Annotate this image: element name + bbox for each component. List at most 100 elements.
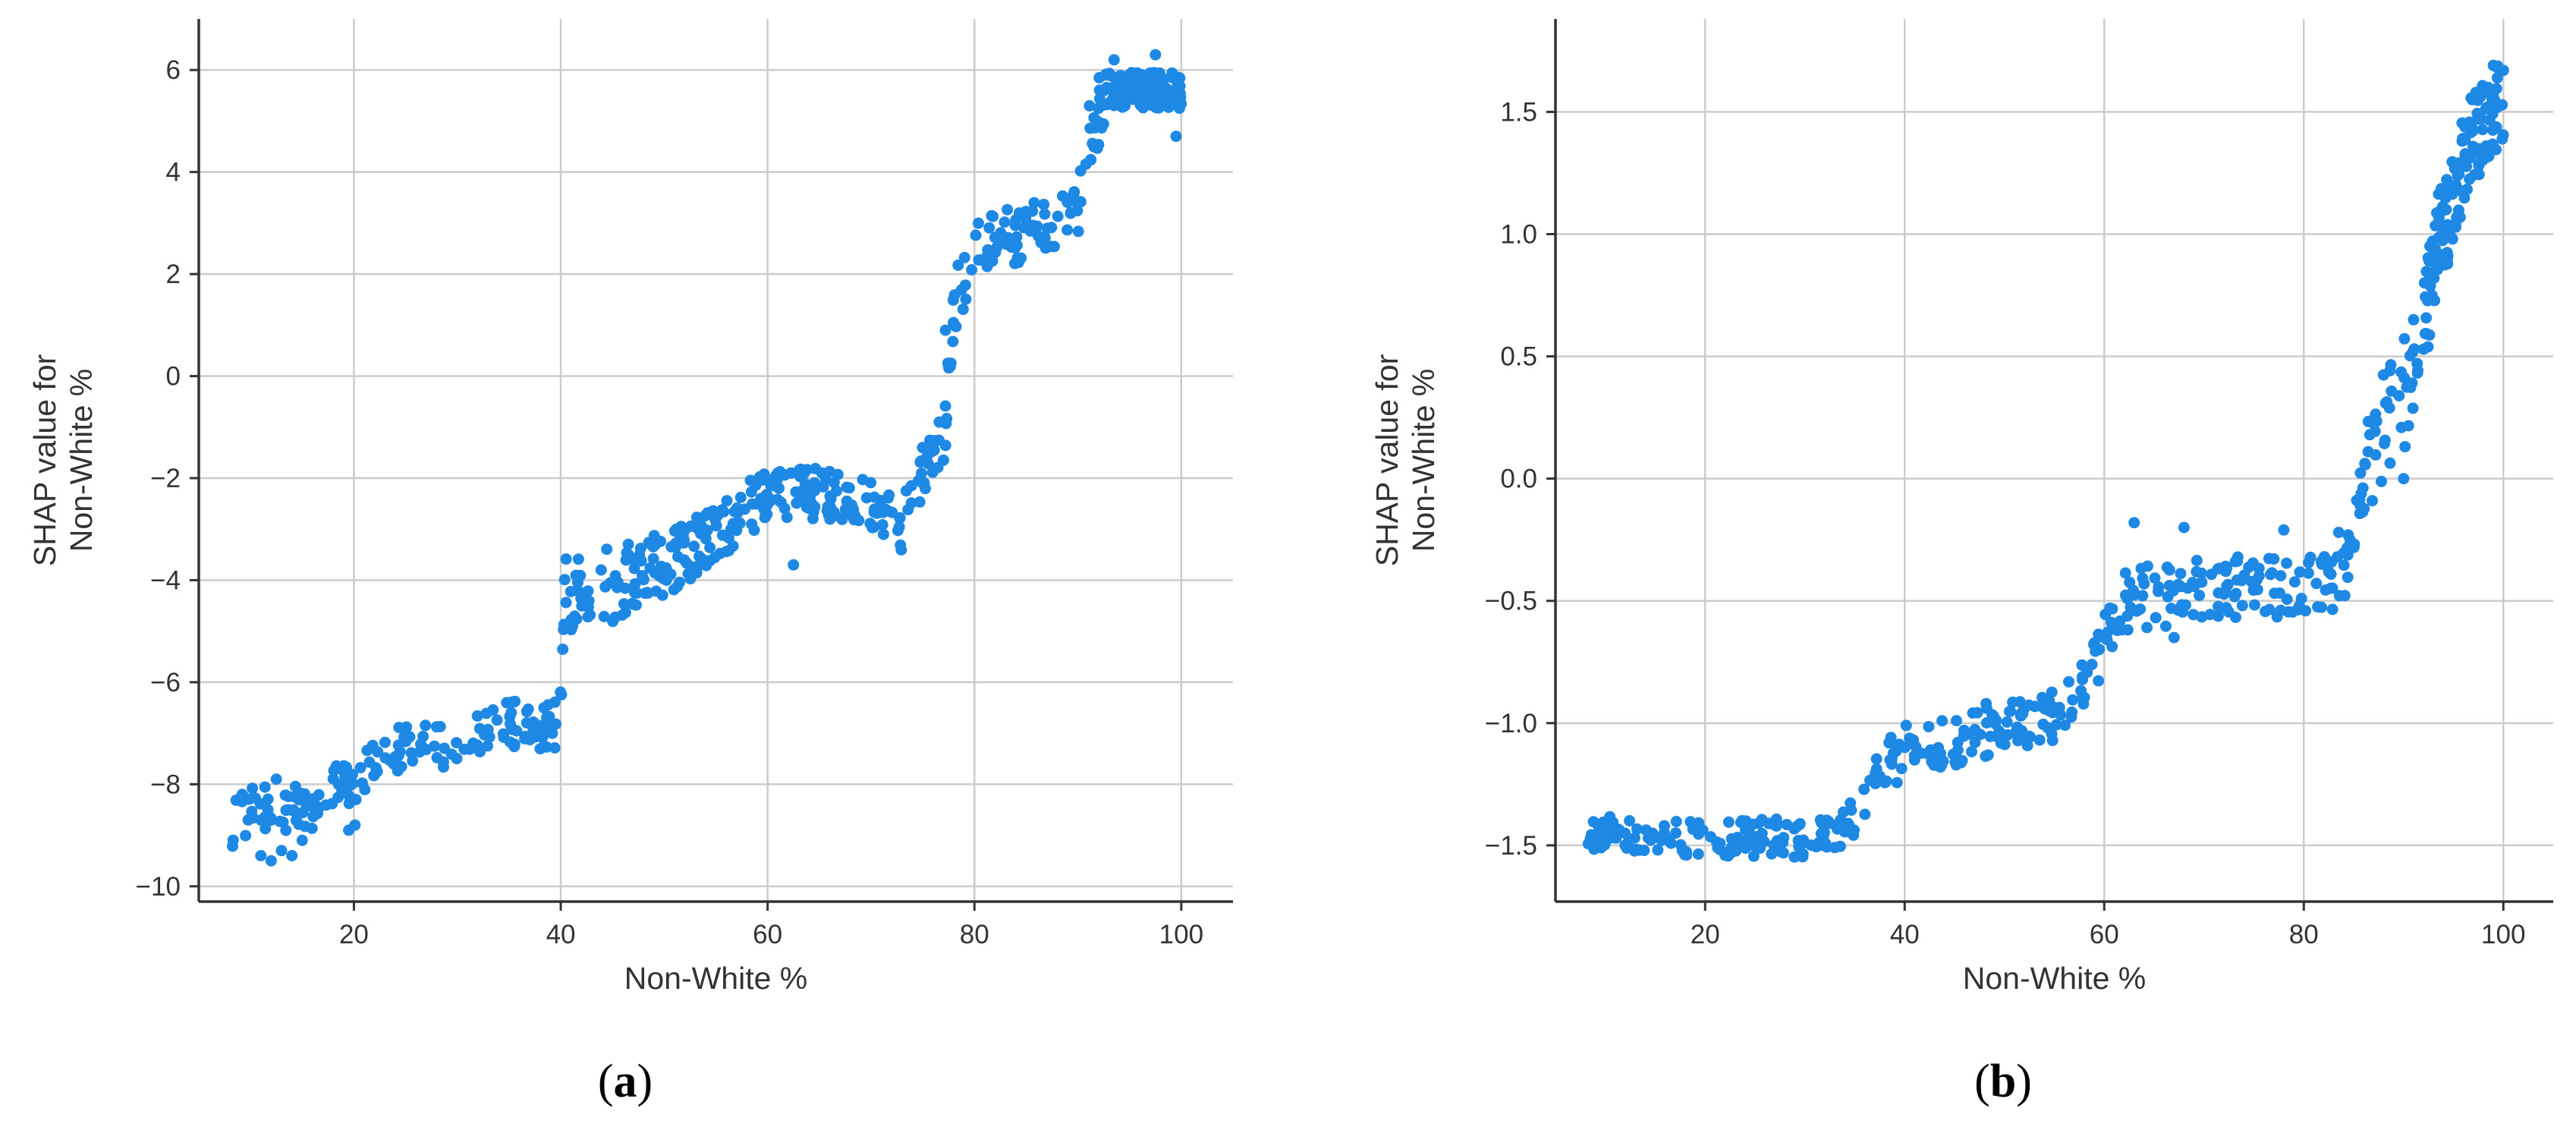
data-point [1814, 814, 1826, 826]
data-point [2458, 155, 2470, 167]
points-b [1582, 59, 2509, 863]
data-point [371, 766, 383, 778]
data-point [361, 745, 373, 757]
data-point [1624, 815, 1636, 826]
data-point [1741, 819, 1754, 831]
data-point [1595, 842, 1607, 854]
data-point [800, 494, 812, 506]
data-point [2339, 590, 2351, 602]
data-point [2101, 634, 2113, 646]
data-point [894, 512, 906, 524]
data-point [417, 730, 429, 742]
data-point [877, 528, 889, 540]
data-point [541, 712, 552, 723]
data-point [1681, 845, 1692, 858]
data-point [2407, 345, 2419, 357]
data-point [471, 710, 483, 722]
data-point [1886, 758, 1898, 770]
data-point [1980, 702, 1993, 714]
data-point [2263, 552, 2275, 565]
data-point [2260, 606, 2271, 618]
data-point [756, 471, 769, 483]
data-point [620, 554, 632, 566]
data-point [372, 746, 384, 758]
data-point [2065, 711, 2077, 723]
data-point [794, 471, 807, 483]
data-point [2459, 121, 2471, 133]
data-point [473, 722, 486, 735]
data-point [791, 497, 803, 509]
y-tick-label: 4 [166, 158, 181, 187]
data-point [1049, 241, 1060, 253]
data-point [584, 609, 596, 621]
data-point [874, 494, 886, 506]
data-point [1011, 239, 1023, 251]
data-point [2059, 719, 2071, 732]
ticks-b: 20 40 60 80 100 1.5 1.0 0.5 0.0 −0.5 −1.0 −1.5 [1485, 97, 2526, 949]
data-point [1791, 820, 1803, 833]
data-point [1883, 737, 1895, 749]
data-point [1984, 730, 1996, 742]
data-point [669, 541, 681, 553]
data-point [734, 491, 747, 503]
data-point [892, 524, 904, 537]
data-point [987, 210, 999, 222]
data-point [2269, 587, 2281, 600]
data-point [2468, 168, 2480, 181]
data-point [558, 623, 570, 635]
data-point [389, 751, 401, 763]
data-point [883, 489, 895, 501]
data-point [2411, 367, 2423, 379]
data-point [1100, 69, 1112, 81]
data-point [398, 731, 410, 743]
y-tick-label: −10 [136, 872, 181, 902]
data-point [2219, 560, 2232, 572]
data-point [1778, 832, 1790, 844]
data-point [1153, 75, 1165, 87]
data-point [2442, 219, 2454, 231]
data-point [1020, 212, 1032, 224]
y-axis-title-a-line1: SHAP value for [27, 354, 62, 567]
data-point [1150, 49, 1162, 61]
data-point [807, 512, 819, 524]
data-point [354, 762, 366, 774]
data-point [307, 811, 319, 823]
data-point [1046, 222, 1058, 234]
data-point [710, 520, 722, 532]
data-point [474, 746, 486, 758]
data-point [1967, 707, 1979, 719]
data-point [2362, 445, 2374, 458]
x-tick-label: 20 [339, 920, 369, 949]
data-point [438, 761, 449, 773]
data-point [952, 260, 964, 271]
data-point [504, 710, 516, 722]
data-point [482, 723, 494, 735]
data-point [560, 553, 572, 565]
data-point [1737, 836, 1749, 848]
data-point [2266, 567, 2278, 579]
data-point [1797, 848, 1809, 860]
data-point [1018, 222, 1030, 234]
data-point [1949, 756, 1961, 768]
data-point [822, 509, 835, 521]
panel-label-a: (a) [598, 1056, 653, 1107]
data-point [2119, 567, 2131, 579]
data-point [1910, 741, 1922, 753]
data-point [572, 553, 584, 565]
data-point [270, 773, 282, 785]
data-point [2181, 582, 2194, 594]
data-point [1035, 237, 1047, 248]
data-point [2384, 457, 2396, 469]
data-point [1072, 225, 1084, 238]
data-point [2093, 628, 2105, 641]
data-point [1084, 99, 1096, 112]
data-point [2124, 576, 2136, 588]
data-point [1164, 89, 1176, 101]
data-point [639, 587, 651, 600]
data-point [2247, 584, 2260, 597]
data-point [790, 486, 802, 498]
x-tick-label: 40 [546, 920, 576, 949]
data-point [480, 707, 492, 719]
data-point [539, 727, 552, 739]
